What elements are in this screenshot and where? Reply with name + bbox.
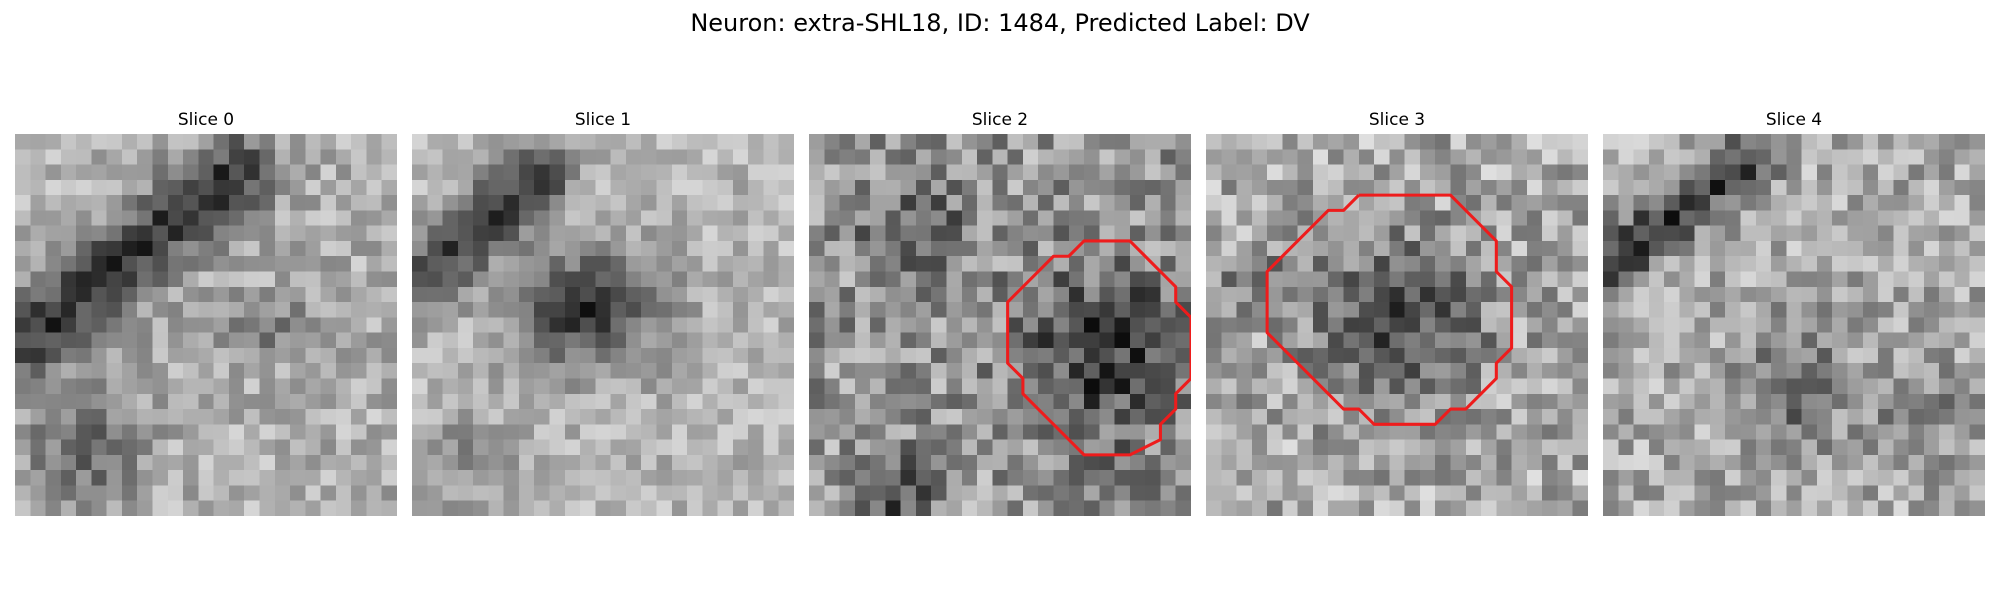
slice-image xyxy=(1603,134,1985,516)
slice-image xyxy=(1206,134,1588,516)
slice-title: Slice 0 xyxy=(177,110,235,130)
slice-title: Slice 4 xyxy=(1765,110,1823,130)
figure-title: Neuron: extra-SHL18, ID: 1484, Predicted… xyxy=(690,9,1310,37)
slice-image xyxy=(15,134,397,516)
slice-image xyxy=(809,134,1191,516)
slice-title: Slice 1 xyxy=(574,110,632,130)
slice-title: Slice 2 xyxy=(971,110,1029,130)
slice-title: Slice 3 xyxy=(1368,110,1426,130)
slice-image xyxy=(412,134,794,516)
